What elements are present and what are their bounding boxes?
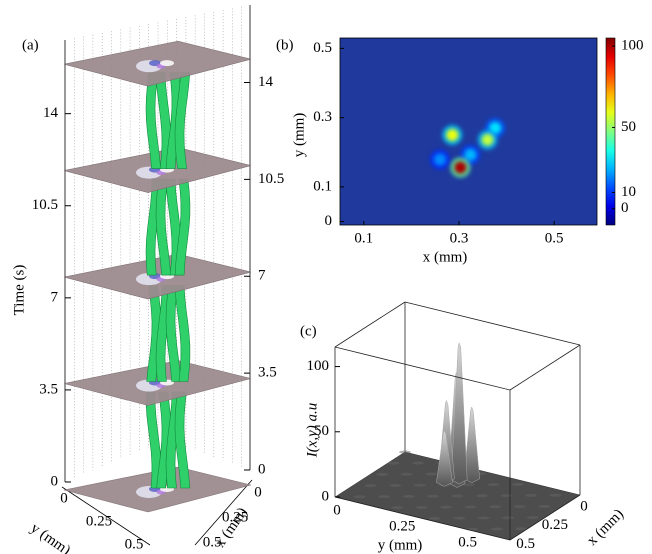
- floor-texture: [399, 451, 411, 454]
- heat-spot: [434, 154, 446, 166]
- floor-texture: [487, 483, 499, 486]
- floor-texture: [378, 495, 390, 498]
- floor-texture: [429, 517, 441, 520]
- y-tick-label: 0.25: [389, 518, 415, 534]
- y-tick-label: 0.5: [125, 536, 144, 552]
- floor-texture: [412, 462, 424, 465]
- z-tick-label: 10.5: [32, 197, 58, 213]
- z-tick-label: 100: [307, 358, 330, 374]
- colorbar-tick-label: 50: [621, 119, 636, 135]
- x-tick-label: 0.5: [203, 534, 222, 550]
- panel-label: (a): [22, 37, 39, 53]
- floor-texture: [401, 473, 413, 476]
- floor-texture: [465, 506, 477, 509]
- floor-texture: [416, 506, 428, 509]
- z-tick-label: 7: [258, 268, 266, 284]
- heatmap-background: [340, 38, 597, 225]
- y-tick-label: 0.5: [458, 535, 477, 551]
- floor-texture: [512, 483, 524, 486]
- x-tick-label: 0.25: [222, 509, 248, 525]
- box-edge: [335, 302, 405, 347]
- z-tick-label: 7: [51, 289, 59, 305]
- floor-texture: [452, 495, 464, 498]
- y-axis-label: y (mm): [291, 113, 307, 158]
- floor-texture: [514, 505, 526, 508]
- heat-spot: [454, 162, 466, 174]
- floor-texture: [525, 494, 537, 497]
- z-tick-label: 0: [51, 473, 59, 489]
- box-edge: [405, 302, 580, 345]
- floor-texture: [403, 495, 415, 498]
- x-tick-label: 0.3: [450, 230, 469, 246]
- box-edge: [335, 347, 510, 390]
- y-tick-label: 0.5: [313, 40, 332, 56]
- x-axis-label: x (mm): [423, 249, 468, 265]
- x-axis-label: x (mm): [584, 506, 627, 549]
- floor-texture: [391, 506, 403, 509]
- floor-texture: [354, 495, 366, 498]
- floor-texture: [491, 528, 503, 531]
- floor-texture: [388, 462, 400, 465]
- colorbar: [606, 38, 615, 225]
- y-tick-label: 0: [60, 490, 68, 506]
- floor-texture: [453, 517, 465, 520]
- floor-texture: [478, 517, 490, 520]
- floor-texture: [427, 495, 439, 498]
- floor-texture: [538, 505, 550, 508]
- z-tick-label: 14: [258, 74, 274, 90]
- y-tick-label: 0.3: [313, 109, 332, 125]
- z-tick-label: 14: [43, 105, 59, 121]
- panel-label: (c): [300, 323, 317, 339]
- x-tick-label: 0.5: [545, 230, 564, 246]
- x-tick-label: 0.1: [354, 230, 373, 246]
- z-tick-label: 3.5: [258, 365, 277, 381]
- y-tick-label: 0.1: [313, 178, 332, 194]
- floor-texture: [414, 484, 426, 487]
- floor-texture: [365, 484, 377, 487]
- heat-spot: [464, 149, 476, 161]
- y-tick-label: 0.25: [86, 513, 112, 529]
- x-tick-label: 0: [580, 498, 588, 514]
- floor-texture: [502, 516, 514, 519]
- colorbar-tick-label: 10: [621, 184, 636, 200]
- floor-texture: [501, 494, 513, 497]
- box-edge: [510, 345, 580, 390]
- floor-texture: [466, 528, 478, 531]
- floor-texture: [389, 484, 401, 487]
- y-axis-label: y (mm): [27, 520, 73, 554]
- floor-texture: [476, 494, 488, 497]
- x-tick-label: 0: [254, 484, 262, 500]
- z-tick-label: 0: [322, 488, 330, 504]
- plane-spot: [160, 60, 174, 66]
- z-tick-label: 3.5: [39, 381, 58, 397]
- z-axis-label: Time (s): [11, 265, 27, 316]
- colorbar-tick-label: 0: [621, 200, 629, 216]
- floor-texture: [550, 494, 562, 497]
- y-tick-label: 0: [333, 502, 341, 518]
- floor-texture: [527, 516, 539, 519]
- y-axis-label: y (mm): [378, 537, 423, 553]
- z-tick-label: 10.5: [258, 171, 284, 187]
- z-tick-label: 50: [314, 423, 329, 439]
- x-tick-label: 0.25: [542, 517, 568, 533]
- colorbar-tick-label: 100: [621, 38, 644, 54]
- floor-texture: [425, 473, 437, 476]
- heat-spot: [482, 134, 494, 146]
- floor-texture: [376, 473, 388, 476]
- heat-spot: [446, 129, 458, 141]
- floor-texture: [440, 506, 452, 509]
- page: (a) Time (s) y (mm) x (mm) (b) y (mm) x …: [0, 0, 652, 554]
- z-tick-label: 0: [258, 461, 266, 477]
- x-tick-label: 0.5: [516, 536, 535, 552]
- panel-label: (b): [276, 37, 294, 53]
- y-tick-label: 0: [325, 213, 333, 229]
- figure: (a) Time (s) y (mm) x (mm) (b) y (mm) x …: [0, 0, 652, 554]
- floor-texture: [489, 505, 501, 508]
